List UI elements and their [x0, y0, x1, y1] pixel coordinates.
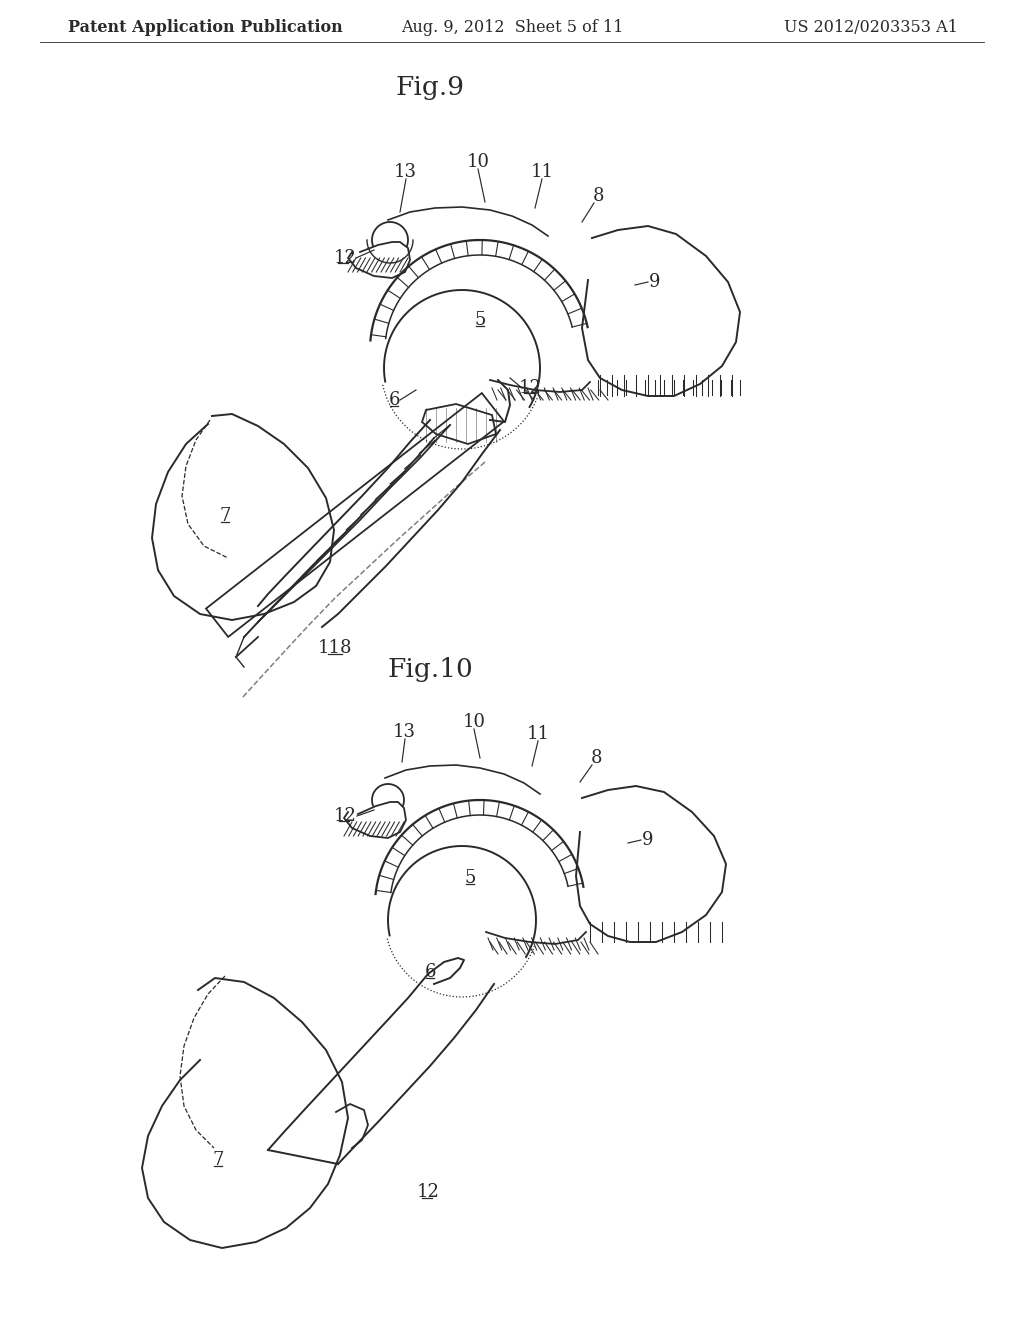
Text: 8: 8: [592, 187, 604, 205]
Text: 10: 10: [463, 713, 485, 731]
Text: US 2012/0203353 A1: US 2012/0203353 A1: [784, 18, 958, 36]
Text: 9: 9: [649, 273, 660, 290]
Text: 5: 5: [474, 312, 485, 329]
Text: 7: 7: [212, 1151, 223, 1170]
Text: Fig.9: Fig.9: [395, 75, 465, 100]
Text: 12: 12: [334, 807, 356, 825]
Text: 13: 13: [393, 162, 417, 181]
Text: Aug. 9, 2012  Sheet 5 of 11: Aug. 9, 2012 Sheet 5 of 11: [400, 18, 624, 36]
Text: 5: 5: [464, 869, 476, 887]
Text: 7: 7: [219, 507, 230, 525]
Text: Patent Application Publication: Patent Application Publication: [68, 18, 343, 36]
Text: 12: 12: [417, 1183, 439, 1201]
Text: Fig.10: Fig.10: [387, 657, 473, 682]
Text: 6: 6: [424, 964, 436, 981]
Text: 118: 118: [317, 639, 352, 657]
Text: 6: 6: [388, 391, 399, 409]
Text: 12: 12: [518, 379, 542, 397]
Text: 11: 11: [530, 162, 554, 181]
Text: 9: 9: [642, 832, 653, 849]
Text: 11: 11: [526, 725, 550, 743]
Text: 12: 12: [334, 249, 356, 267]
Text: 10: 10: [467, 153, 489, 172]
Text: 8: 8: [590, 748, 602, 767]
Text: 13: 13: [392, 723, 416, 741]
